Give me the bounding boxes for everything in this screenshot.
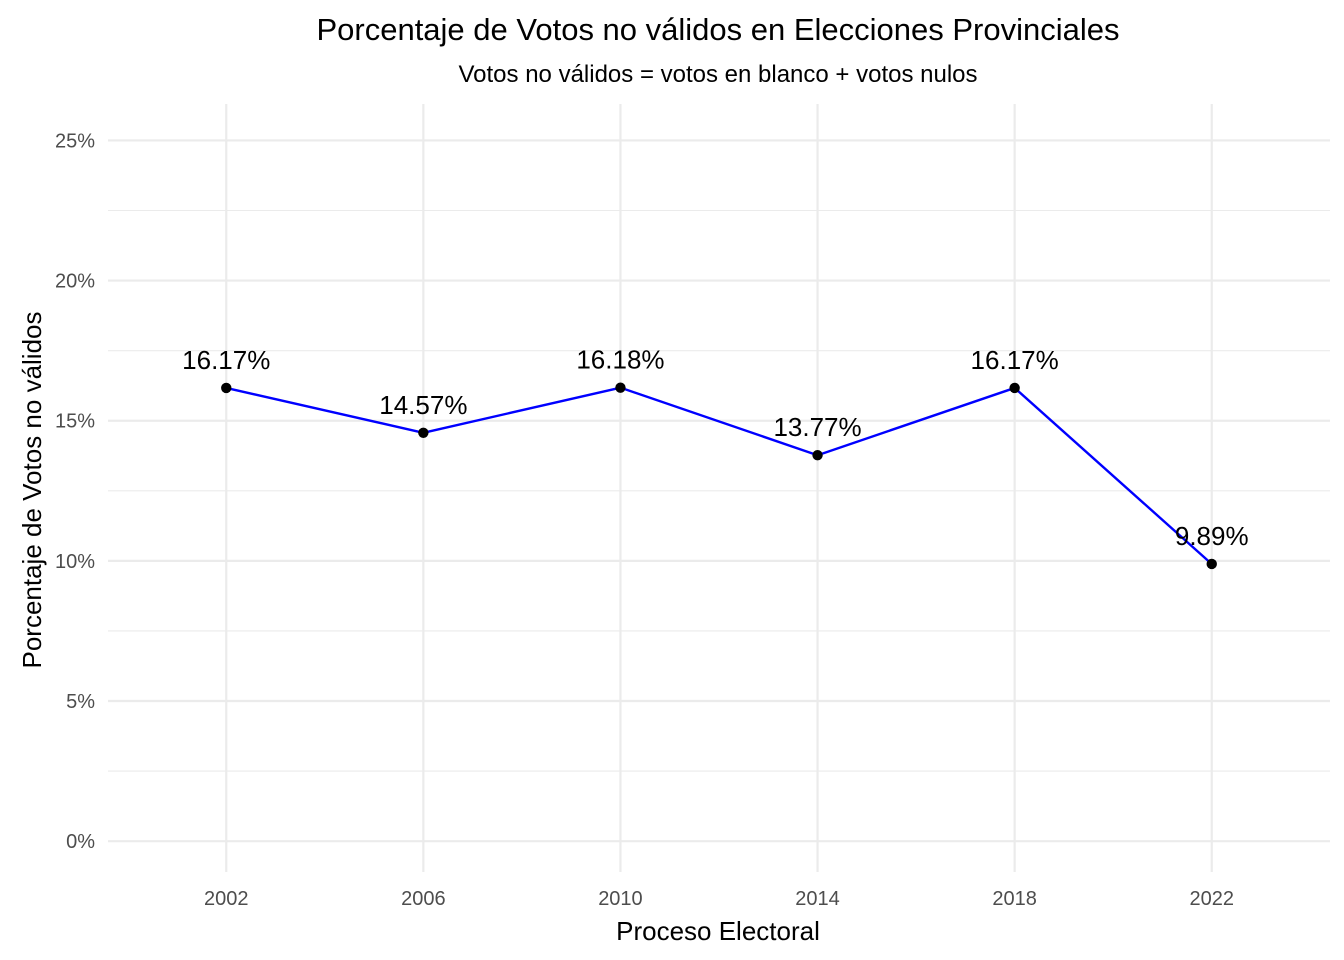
data-labels: 16.17% 14.57% 16.18% 13.77% 16.17% 9.89% bbox=[182, 345, 1248, 551]
x-axis-title: Proceso Electoral bbox=[616, 916, 820, 946]
data-label: 9.89% bbox=[1175, 521, 1249, 551]
y-tick-label: 25% bbox=[55, 130, 95, 152]
y-tick-label: 15% bbox=[55, 411, 95, 433]
grid bbox=[108, 104, 1330, 872]
x-tick-label: 2014 bbox=[795, 888, 840, 910]
data-label: 16.17% bbox=[182, 345, 270, 375]
y-tick-label: 5% bbox=[66, 691, 95, 713]
data-point bbox=[615, 382, 626, 393]
data-label: 13.77% bbox=[773, 412, 861, 442]
y-tick-label: 10% bbox=[55, 551, 95, 573]
data-point bbox=[418, 427, 429, 438]
y-tick-label: 20% bbox=[55, 271, 95, 293]
x-tick-label: 2006 bbox=[401, 888, 446, 910]
data-point bbox=[1206, 558, 1217, 570]
x-tick-label: 2002 bbox=[204, 888, 249, 910]
chart-subtitle: Votos no válidos = votos en blanco + vot… bbox=[458, 61, 977, 88]
chart-title: Porcentaje de Votos no válidos en Elecci… bbox=[316, 12, 1119, 47]
data-point bbox=[221, 382, 232, 394]
y-tick-label: 0% bbox=[66, 831, 95, 853]
data-point bbox=[1009, 382, 1020, 394]
data-point bbox=[812, 450, 823, 461]
x-tick-label: 2022 bbox=[1189, 888, 1234, 910]
y-axis-ticks: 0% 5% 10% 15% 20% 25% bbox=[55, 130, 95, 853]
x-tick-label: 2010 bbox=[598, 888, 643, 910]
data-label: 16.17% bbox=[971, 345, 1059, 375]
y-axis-title: Porcentaje de Votos no válidos bbox=[17, 311, 47, 668]
data-label: 16.18% bbox=[576, 345, 664, 375]
x-tick-label: 2018 bbox=[992, 888, 1037, 910]
data-points bbox=[221, 382, 1217, 570]
data-label: 14.57% bbox=[379, 390, 467, 420]
series-line bbox=[225, 386, 1213, 565]
series-lines bbox=[225, 386, 1213, 565]
x-axis-ticks: 2002 2006 2010 2014 2018 2022 bbox=[204, 888, 1234, 910]
